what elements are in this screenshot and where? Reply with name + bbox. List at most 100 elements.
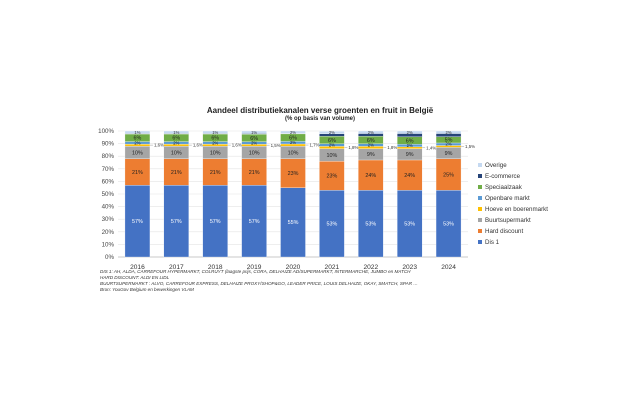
data-label: 1,5% [465,144,475,149]
data-label: 2% [407,130,413,135]
data-label: 10% [171,150,182,156]
note-line: Bron: YouGov Belgium en bewerkingen VLAM [100,287,194,292]
data-label: 57% [132,219,143,225]
data-label: 1% [134,130,140,135]
data-label: 9% [406,152,414,158]
y-tick-label: 100% [98,128,114,135]
data-label: 9% [445,151,453,157]
y-tick-label: 30% [102,216,115,223]
y-tick-label: 80% [102,153,115,160]
legend-label: Speciaalzaak [485,184,523,191]
data-label: 2% [446,142,452,147]
data-label: 10% [249,150,260,156]
data-label: 10% [210,150,221,156]
legend-label: E-commerce [485,173,521,180]
data-label: 1% [173,130,179,135]
bar-segment [397,190,423,258]
legend-swatch [478,174,482,178]
legend-swatch [478,229,482,233]
legend-swatch [478,163,482,167]
x-tick-label: 2024 [441,264,456,271]
y-tick-label: 0% [105,254,114,261]
y-tick-label: 40% [102,204,115,211]
x-tick-label: 2021 [325,264,340,271]
data-label: 2% [368,130,374,135]
data-label: 2% [446,130,452,135]
legend-swatch [478,196,482,200]
bar-segment [163,158,189,186]
bar-segment [397,130,423,134]
bar-segment [280,130,306,134]
data-label: 53% [326,222,337,228]
bar-segment [280,158,306,188]
note-line: DIS 1: AH, ALDA, CARREFOUR HYPERMARKT, C… [100,269,411,274]
data-label: 23% [288,171,299,177]
data-label: 24% [404,173,415,179]
x-tick-label: 2016 [130,264,145,271]
bar-segment [280,187,306,258]
data-label: 1% [212,130,218,135]
data-label: 1% [251,130,257,135]
data-label: 57% [249,219,260,225]
data-label: 53% [404,222,415,228]
data-label: 2% [173,140,179,145]
bar-segment [241,130,267,134]
chart-subtitle: (% op basis van volume) [284,116,356,122]
bar-segment [241,158,267,186]
data-label: 2% [407,143,413,148]
data-label: 2% [212,140,218,145]
data-label: 6% [289,136,297,142]
legend-swatch [478,185,482,189]
bar-segment [202,158,228,186]
x-tick-label: 2022 [363,264,378,271]
bar-segment [241,185,267,258]
bar-segment [435,130,462,134]
data-label: 2% [368,143,374,148]
bar-segment [358,190,384,258]
data-label: 57% [210,219,221,225]
bar-segment [358,159,384,191]
bar-segment [435,158,462,191]
note-line: HARD DISCOUNT: ALDI EN LIDL [100,275,170,280]
legend-swatch [478,240,482,244]
x-tick-label: 2023 [402,264,417,271]
data-label: 2% [329,143,335,148]
data-label: 10% [326,153,337,159]
data-label: 10% [288,150,299,156]
data-label: 2% [251,140,257,145]
data-label: 24% [365,173,376,179]
data-label: 1,8% [348,145,358,150]
data-label: 6% [250,136,258,142]
bar-segment [163,130,189,134]
data-label: 53% [443,222,454,228]
data-label: 6% [211,136,219,142]
data-label: 2% [290,140,296,145]
legend-label: Hoeve en boerenmarkt [485,206,548,213]
x-tick-label: 2017 [169,264,184,271]
data-label: 1,8% [387,145,397,150]
x-tick-label: 2020 [286,264,301,271]
x-tick-label: 2019 [247,264,262,271]
bar-segment [124,130,151,134]
data-label: 53% [365,222,376,228]
data-label: 55% [288,220,299,226]
data-label: 6% [406,138,414,144]
data-label: 57% [171,219,182,225]
data-label: 21% [171,170,182,176]
data-label: 6% [367,138,375,144]
y-tick-label: 50% [102,191,115,198]
data-label: 23% [326,174,337,180]
data-label: 1,6% [193,143,203,148]
data-label: 6% [172,136,180,142]
chart-notes: DIS 1: AH, ALDA, CARREFOUR HYPERMARKT, C… [100,269,520,293]
data-label: 21% [132,170,143,176]
chart-title: Aandeel distributiekanalen verse groente… [206,106,434,115]
legend-label: Buurtsupermarkt [485,217,531,224]
bar-segment [397,159,423,191]
data-label: 6% [328,138,336,144]
bar-segment [358,130,384,134]
data-label: 21% [210,170,221,176]
data-label: 1,4% [426,145,436,150]
